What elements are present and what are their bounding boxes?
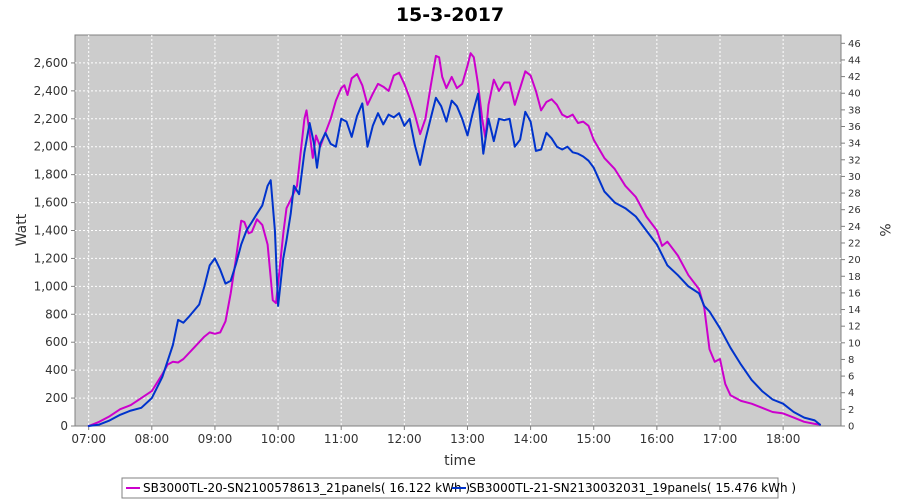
y2-tick-label: 40 bbox=[848, 89, 861, 100]
y-tick-label: 200 bbox=[45, 391, 68, 405]
x-tick-label: 08:00 bbox=[135, 432, 170, 446]
grid bbox=[75, 35, 841, 426]
series-line-1 bbox=[87, 52, 821, 427]
y-tick-label: 1,400 bbox=[34, 224, 68, 238]
x-axis-label: time bbox=[444, 453, 476, 469]
y2-tick-label: 36 bbox=[848, 122, 861, 133]
plot-area bbox=[74, 34, 842, 427]
series-lines bbox=[87, 52, 821, 427]
y2-tick-label: 6 bbox=[848, 372, 854, 383]
y2-tick-label: 26 bbox=[848, 205, 861, 216]
x-tick-label: 14:00 bbox=[513, 432, 548, 446]
y-tick-label: 800 bbox=[45, 307, 68, 321]
x-tick-label: 16:00 bbox=[640, 432, 675, 446]
legend: SB3000TL-20-SN2100578613_21panels( 16.12… bbox=[121, 477, 796, 499]
y2-tick-label: 32 bbox=[848, 155, 861, 166]
y2-tick-label: 22 bbox=[848, 238, 861, 249]
y2-tick-label: 16 bbox=[848, 288, 861, 299]
y-tick-label: 1,200 bbox=[34, 251, 68, 265]
x-tick-label: 13:00 bbox=[450, 432, 485, 446]
y2-tick-label: 2 bbox=[848, 405, 854, 416]
y-tick-label: 2,000 bbox=[34, 140, 68, 154]
y-tick-label: 2,200 bbox=[34, 112, 68, 126]
chart-title: 15-3-2017 bbox=[396, 4, 504, 26]
legend-entry-1: SB3000TL-20-SN2100578613_21panels( 16.12… bbox=[143, 481, 470, 495]
legend-entry-2: SB3000TL-21-SN2130032031_19panels( 15.47… bbox=[469, 481, 796, 495]
y2-tick-label: 38 bbox=[848, 105, 861, 116]
x-tick-label: 15:00 bbox=[576, 432, 611, 446]
y2-tick-label: 44 bbox=[848, 55, 861, 66]
y-tick-label: 0 bbox=[60, 419, 68, 433]
x-tick-label: 10:00 bbox=[261, 432, 296, 446]
x-tick-label: 11:00 bbox=[324, 432, 359, 446]
y2-tick-label: 10 bbox=[848, 338, 861, 349]
x-tick-label: 07:00 bbox=[71, 432, 106, 446]
y2-tick-label: 42 bbox=[848, 72, 861, 83]
y-tick-label: 2,400 bbox=[34, 84, 68, 98]
y2-tick-label: 28 bbox=[848, 189, 861, 200]
series-line-2 bbox=[87, 92, 821, 427]
y-tick-label: 1,000 bbox=[34, 279, 68, 293]
y2-tick-label: 18 bbox=[848, 272, 861, 283]
y2-tick-label: 24 bbox=[848, 222, 861, 233]
y2-tick-label: 4 bbox=[848, 388, 854, 399]
y2-tick-label: 12 bbox=[848, 322, 861, 333]
x-tick-label: 12:00 bbox=[387, 432, 422, 446]
y-tick-label: 2,600 bbox=[34, 56, 68, 70]
y-tick-label: 1,800 bbox=[34, 168, 68, 182]
x-tick-label: 17:00 bbox=[703, 432, 738, 446]
y2-tick-label: 14 bbox=[848, 305, 861, 316]
y-tick-label: 1,600 bbox=[34, 196, 68, 210]
legend-box bbox=[121, 477, 779, 499]
x-tick-label: 18:00 bbox=[766, 432, 801, 446]
y2-tick-label: 20 bbox=[848, 255, 861, 266]
x-tick-label: 09:00 bbox=[198, 432, 233, 446]
x-axis-ticks: 07:00 08:00 09:00 10:00 11:00 12:00 13:00 14:00… bbox=[71, 426, 800, 446]
y-axis-label: Watt bbox=[14, 213, 30, 246]
y2-tick-label: 34 bbox=[848, 139, 861, 150]
y2-tick-label: 46 bbox=[848, 39, 861, 50]
y2-tick-label: 30 bbox=[848, 172, 861, 183]
y2-axis-label: % bbox=[876, 223, 892, 236]
y2-tick-label: 8 bbox=[848, 355, 854, 366]
y-tick-label: 400 bbox=[45, 363, 68, 377]
y2-tick-label: 0 bbox=[848, 422, 854, 433]
y-tick-label: 600 bbox=[45, 335, 68, 349]
y-axis-ticks: 0 200 400 600 800 1,000 1,200 1,400 1,600 1,800 2,… bbox=[34, 56, 75, 433]
y2-axis-ticks: 0246810121416182022242628303234363840424… bbox=[841, 39, 861, 433]
